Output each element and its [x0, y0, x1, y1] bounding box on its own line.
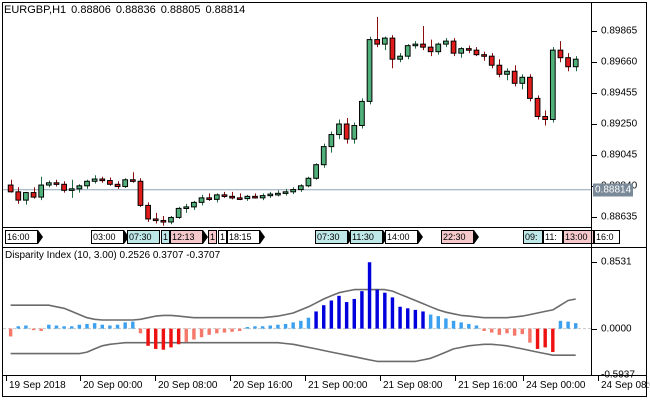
time-axis-label: 24 Sep 00:00 [526, 380, 586, 391]
candlestick-plot [3, 17, 591, 226]
event-label-arrow-icon [260, 230, 265, 244]
event-time-label[interactable]: 18:15 [227, 230, 260, 244]
time-axis-label: 21 Sep 08:00 [383, 380, 443, 391]
time-axis-label: 21 Sep 16:00 [458, 380, 518, 391]
event-time-label[interactable]: 13:00 [563, 230, 594, 244]
indicator-tick-mark [591, 262, 597, 263]
time-axis-tick [523, 376, 524, 381]
pane-divider-top [3, 227, 591, 228]
event-time-label[interactable]: 11:30 [350, 230, 383, 244]
price-tick-mark [591, 62, 597, 64]
time-axis-label: 20 Sep 08:00 [158, 380, 218, 391]
event-label-row[interactable]: 16:00 03:00 07:30 1 12:13 1 1 18:15 07:30 11:30 14… [3, 229, 620, 246]
time-axis-label: 19 Sep 2018 [9, 380, 66, 391]
event-time-label[interactable]: 22:30 [441, 230, 474, 244]
time-axis-label: 21 Sep 00:00 [308, 380, 368, 391]
event-time-label[interactable]: 09: [523, 230, 543, 244]
indicator-pane[interactable] [3, 262, 591, 375]
axis-divider [591, 3, 592, 375]
window-border [2, 2, 647, 397]
time-axis-tick [380, 376, 381, 381]
time-axis-tick [80, 376, 81, 381]
price-tick-mark [591, 216, 597, 218]
event-time-label[interactable]: 16:00 [5, 230, 38, 244]
price-tick-mark [591, 124, 597, 125]
price-tick-mark [591, 154, 597, 156]
event-time-label[interactable]: 07:30 [315, 230, 348, 244]
symbol-label: EURGBP,H1 [4, 3, 67, 16]
time-axis-label: 20 Sep 16:00 [233, 380, 293, 391]
price-tick-label: 0.89865 [601, 25, 638, 37]
event-label-arrow-icon [38, 230, 43, 244]
price-tick-mark [591, 31, 597, 33]
event-label-arrow-icon [418, 230, 423, 244]
current-price-tag: 0.88814 [593, 183, 634, 197]
price-tick-label: 0.89455 [601, 87, 638, 99]
time-axis-tick [155, 376, 156, 381]
price-tick-label: 0.89660 [601, 56, 638, 68]
close-value: 0.88814 [205, 3, 246, 16]
event-label-arrow-icon [474, 230, 479, 244]
event-time-label[interactable]: 16:0 [594, 230, 620, 244]
pane-divider [3, 247, 647, 248]
event-time-label[interactable]: 03:00 [91, 230, 124, 244]
event-time-label[interactable]: 07:30 [127, 230, 160, 244]
event-time-label[interactable]: 14:00 [385, 230, 418, 244]
time-axis-tick [6, 376, 7, 381]
high-value: 0.88836 [115, 3, 156, 16]
event-label-arrow-icon [203, 230, 208, 244]
price-chart-pane[interactable] [3, 17, 591, 228]
quote-header: EURGBP,H1 0.88806 0.88836 0.88805 0.8881… [4, 3, 245, 16]
time-axis-tick [455, 376, 456, 381]
time-axis-tick [598, 376, 599, 381]
price-tick-mark [591, 93, 597, 95]
timescale-divider [3, 375, 647, 376]
disparity-index-plot [3, 262, 591, 363]
event-time-label[interactable]: 1 [218, 230, 227, 244]
event-time-label[interactable]: 1 [161, 230, 170, 244]
low-value: 0.88805 [160, 3, 201, 16]
indicator-axis[interactable]: 0.8531 0.0000 -0.5937 [591, 252, 647, 381]
event-label-arrow-icon [124, 230, 129, 244]
time-axis[interactable]: 19 Sep 2018 20 Sep 00:00 20 Sep 08:00 20 Se… [3, 376, 650, 398]
time-axis-tick [230, 376, 231, 381]
time-axis-label: 24 Sep 08:00 [601, 380, 650, 391]
indicator-tick-label: 0.8531 [601, 256, 632, 268]
price-tick-label: 0.89250 [601, 118, 638, 130]
indicator-tick-mark [591, 328, 597, 330]
price-tick-label: 0.89045 [601, 149, 638, 161]
event-time-label[interactable]: 1 [208, 230, 217, 244]
indicator-tick-label: 0.0000 [601, 323, 632, 335]
price-axis[interactable]: 0.89865 0.89660 0.89455 0.89250 0.89045 0.888… [591, 17, 647, 228]
event-time-label[interactable]: 12:13 [170, 230, 203, 244]
time-axis-label: 20 Sep 00:00 [83, 380, 143, 391]
open-value: 0.88806 [71, 3, 111, 16]
event-time-label[interactable]: 11: [543, 230, 563, 244]
indicator-title: Disparity Index (10, 3.00) 0.2526 0.3707… [5, 250, 221, 261]
time-axis-tick [305, 376, 306, 381]
price-tick-label: 0.88635 [601, 211, 638, 223]
